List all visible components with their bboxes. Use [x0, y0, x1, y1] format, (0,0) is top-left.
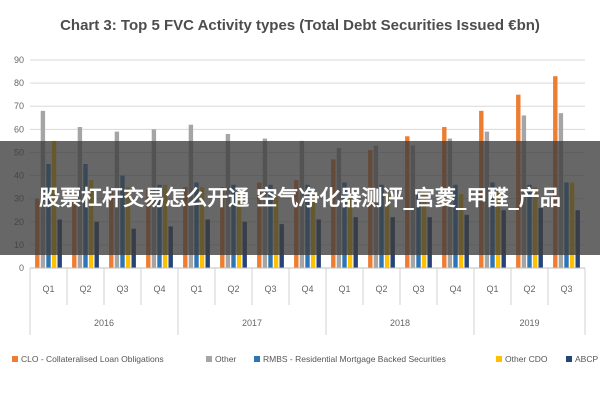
legend-swatch	[254, 356, 260, 362]
legend-label: Other	[215, 354, 236, 364]
legend-swatch	[566, 356, 572, 362]
x-tick-label: Q1	[486, 284, 498, 294]
x-axis: Q1 Q2 Q3 Q4 Q1 Q2 Q3 Q4 Q1 Q2 Q3 Q4 Q1 Q2 Q3 2016 2017 20…	[29, 267, 586, 335]
y-tick-label: 60	[14, 124, 24, 134]
legend-label: CLO - Collateralised Loan Obligations	[21, 354, 164, 364]
y-tick-label: 80	[14, 78, 24, 88]
legend-swatch	[206, 356, 212, 362]
x-tick-label: Q3	[412, 284, 424, 294]
x-tick-label: Q2	[375, 284, 387, 294]
x-tick-label: Q3	[116, 284, 128, 294]
x-tick-label: Q3	[560, 284, 572, 294]
year-label: 2017	[242, 318, 262, 328]
overlay-text: 股票杠杆交易怎么开通 空气净化器测评_宫菱_甲醛_产品	[39, 186, 561, 210]
legend-label: RMBS - Residential Mortgage Backed Secur…	[263, 354, 446, 364]
y-tick-label: 0	[19, 263, 24, 273]
chart-title: Chart 3: Top 5 FVC Activity types (Total…	[60, 17, 540, 34]
legend-label: ABCP	[575, 354, 598, 364]
x-tick-label: Q4	[153, 284, 165, 294]
year-label: 2016	[94, 318, 114, 328]
x-tick-label: Q2	[523, 284, 535, 294]
x-tick-label: Q1	[42, 284, 54, 294]
x-tick-label: Q3	[264, 284, 276, 294]
year-label: 2019	[519, 318, 539, 328]
legend: CLO - Collateralised Loan Obligations Oth…	[12, 354, 598, 364]
overlay-banner: 股票杠杆交易怎么开通 空气净化器测评_宫菱_甲醛_产品	[0, 141, 600, 255]
x-tick-label: Q2	[227, 284, 239, 294]
x-tick-label: Q4	[449, 284, 461, 294]
legend-label: Other CDO	[505, 354, 548, 364]
y-tick-label: 70	[14, 101, 24, 111]
legend-swatch	[496, 356, 502, 362]
x-tick-label: Q1	[190, 284, 202, 294]
x-tick-label: Q1	[338, 284, 350, 294]
legend-swatch	[12, 356, 18, 362]
year-label: 2018	[390, 318, 410, 328]
y-tick-label: 90	[14, 55, 24, 65]
x-tick-label: Q2	[79, 284, 91, 294]
x-tick-label: Q4	[301, 284, 313, 294]
